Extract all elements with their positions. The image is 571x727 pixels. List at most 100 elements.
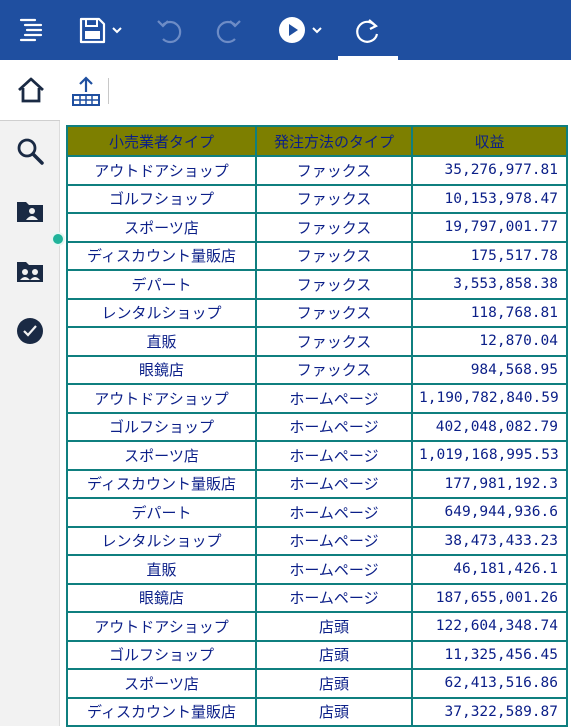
cell-revenue[interactable]: 175,517.78 — [411, 240, 568, 271]
cell-revenue[interactable]: 62,413,516.86 — [411, 668, 568, 699]
undo-button[interactable] — [150, 0, 190, 60]
cell-retailer-type[interactable]: アウトドアショップ — [66, 155, 257, 186]
sidebar-item-my-content[interactable] — [0, 181, 60, 241]
table-row[interactable]: デパート ファックス 3,553,858.38 — [66, 269, 568, 300]
table-row[interactable]: スポーツ店 ファックス 19,797,001.77 — [66, 212, 568, 243]
cell-order-method[interactable]: ホームページ — [255, 582, 413, 613]
table-row[interactable]: ゴルフショップ ファックス 10,153,978.47 — [66, 183, 568, 214]
cell-revenue[interactable]: 10,153,978.47 — [411, 183, 568, 214]
cell-order-method[interactable]: ホームページ — [255, 497, 413, 528]
cell-revenue[interactable]: 12,870.04 — [411, 326, 568, 357]
cell-order-method[interactable]: ホームページ — [255, 440, 413, 471]
sidebar-item-home[interactable] — [0, 60, 61, 120]
table-row[interactable]: ゴルフショップ ホームページ 402,048,082.79 — [66, 411, 568, 442]
table-row[interactable]: アウトドアショップ ホームページ 1,190,782,840.59 — [66, 383, 568, 414]
cell-revenue[interactable]: 35,276,977.81 — [411, 155, 568, 186]
cell-revenue[interactable]: 1,190,782,840.59 — [411, 383, 568, 414]
crosstab: 小売業者タイプ 発注方法のタイプ 収益 アウトドアショップ ファックス 35,276… — [66, 125, 568, 727]
cell-order-method[interactable]: ホームページ — [255, 383, 413, 414]
cell-order-method[interactable]: ファックス — [255, 240, 413, 271]
cell-retailer-type[interactable]: ディスカウント量販店 — [66, 240, 257, 271]
cell-retailer-type[interactable]: 眼鏡店 — [66, 582, 257, 613]
table-row[interactable]: ディスカウント量販店 ファックス 175,517.78 — [66, 240, 568, 271]
cell-revenue[interactable]: 177,981,192.3 — [411, 468, 568, 499]
cell-order-method[interactable]: ファックス — [255, 183, 413, 214]
save-button[interactable] — [70, 0, 130, 60]
cell-revenue[interactable]: 1,019,168,995.53 — [411, 440, 568, 471]
cell-retailer-type[interactable]: ゴルフショップ — [66, 639, 257, 670]
cell-retailer-type[interactable]: ディスカウント量販店 — [66, 468, 257, 499]
cell-retailer-type[interactable]: デパート — [66, 269, 257, 300]
cell-retailer-type[interactable]: ゴルフショップ — [66, 411, 257, 442]
cell-retailer-type[interactable]: アウトドアショップ — [66, 383, 257, 414]
cell-order-method[interactable]: 店頭 — [255, 611, 413, 642]
cell-revenue[interactable]: 118,768.81 — [411, 297, 568, 328]
cell-retailer-type[interactable]: レンタルショップ — [66, 525, 257, 556]
toolbar-separator — [108, 78, 109, 104]
cell-order-method[interactable]: ホームページ — [255, 525, 413, 556]
cell-revenue[interactable]: 649,944,936.6 — [411, 497, 568, 528]
home-icon — [17, 77, 44, 103]
column-header-retailer-type[interactable]: 小売業者タイプ — [66, 125, 257, 157]
cell-revenue[interactable]: 122,604,348.74 — [411, 611, 568, 642]
cell-order-method[interactable]: ファックス — [255, 269, 413, 300]
cell-revenue[interactable]: 19,797,001.77 — [411, 212, 568, 243]
table-row[interactable]: ディスカウント量販店 ホームページ 177,981,192.3 — [66, 468, 568, 499]
table-row[interactable]: デパート ホームページ 649,944,936.6 — [66, 497, 568, 528]
menu-button[interactable] — [8, 0, 52, 60]
cell-order-method[interactable]: ファックス — [255, 354, 413, 385]
run-button[interactable] — [270, 0, 330, 60]
cell-retailer-type[interactable]: スポーツ店 — [66, 212, 257, 243]
column-header-order-method[interactable]: 発注方法のタイプ — [255, 125, 413, 157]
cell-order-method[interactable]: ファックス — [255, 212, 413, 243]
cell-revenue[interactable]: 187,655,001.26 — [411, 582, 568, 613]
table-row[interactable]: スポーツ店 店頭 62,413,516.86 — [66, 668, 568, 699]
cell-retailer-type[interactable]: 眼鏡店 — [66, 354, 257, 385]
cell-order-method[interactable]: ファックス — [255, 297, 413, 328]
redo-button[interactable] — [208, 0, 248, 60]
table-row[interactable]: アウトドアショップ ファックス 35,276,977.81 — [66, 155, 568, 186]
sidebar-item-recent[interactable] — [0, 301, 60, 361]
cell-retailer-type[interactable]: スポーツ店 — [66, 440, 257, 471]
resize-handle[interactable] — [51, 232, 65, 246]
cell-retailer-type[interactable]: ゴルフショップ — [66, 183, 257, 214]
cell-revenue[interactable]: 984,568.95 — [411, 354, 568, 385]
cell-order-method[interactable]: ファックス — [255, 155, 413, 186]
table-row[interactable]: 眼鏡店 ホームページ 187,655,001.26 — [66, 582, 568, 613]
cell-revenue[interactable]: 3,553,858.38 — [411, 269, 568, 300]
cell-retailer-type[interactable]: アウトドアショップ — [66, 611, 257, 642]
table-row[interactable]: アウトドアショップ 店頭 122,604,348.74 — [66, 611, 568, 642]
table-row[interactable]: レンタルショップ ホームページ 38,473,433.23 — [66, 525, 568, 556]
table-row[interactable]: 直販 ファックス 12,870.04 — [66, 326, 568, 357]
table-row[interactable]: 眼鏡店 ファックス 984,568.95 — [66, 354, 568, 385]
export-button[interactable] — [68, 74, 104, 108]
sidebar-item-team-content[interactable] — [0, 241, 60, 301]
cell-revenue[interactable]: 46,181,426.1 — [411, 554, 568, 585]
refresh-button[interactable] — [338, 0, 398, 60]
cell-revenue[interactable]: 402,048,082.79 — [411, 411, 568, 442]
cell-order-method[interactable]: ホームページ — [255, 411, 413, 442]
cell-order-method[interactable]: 店頭 — [255, 668, 413, 699]
table-row[interactable]: ゴルフショップ 店頭 11,325,456.45 — [66, 639, 568, 670]
cell-order-method[interactable]: ホームページ — [255, 468, 413, 499]
cell-order-method[interactable]: 店頭 — [255, 696, 413, 727]
content-toolbar — [60, 60, 571, 120]
sidebar-item-search[interactable] — [0, 121, 60, 181]
cell-retailer-type[interactable]: 直販 — [66, 326, 257, 357]
cell-revenue[interactable]: 11,325,456.45 — [411, 639, 568, 670]
cell-order-method[interactable]: 店頭 — [255, 639, 413, 670]
table-row[interactable]: レンタルショップ ファックス 118,768.81 — [66, 297, 568, 328]
cell-order-method[interactable]: ホームページ — [255, 554, 413, 585]
column-header-revenue[interactable]: 収益 — [411, 125, 568, 157]
cell-retailer-type[interactable]: スポーツ店 — [66, 668, 257, 699]
table-row[interactable]: 直販 ホームページ 46,181,426.1 — [66, 554, 568, 585]
cell-order-method[interactable]: ファックス — [255, 326, 413, 357]
cell-revenue[interactable]: 38,473,433.23 — [411, 525, 568, 556]
table-row[interactable]: ディスカウント量販店 店頭 37,322,589.87 — [66, 696, 568, 727]
cell-retailer-type[interactable]: 直販 — [66, 554, 257, 585]
cell-retailer-type[interactable]: デパート — [66, 497, 257, 528]
table-row[interactable]: スポーツ店 ホームページ 1,019,168,995.53 — [66, 440, 568, 471]
cell-retailer-type[interactable]: ディスカウント量販店 — [66, 696, 257, 727]
cell-retailer-type[interactable]: レンタルショップ — [66, 297, 257, 328]
cell-revenue[interactable]: 37,322,589.87 — [411, 696, 568, 727]
